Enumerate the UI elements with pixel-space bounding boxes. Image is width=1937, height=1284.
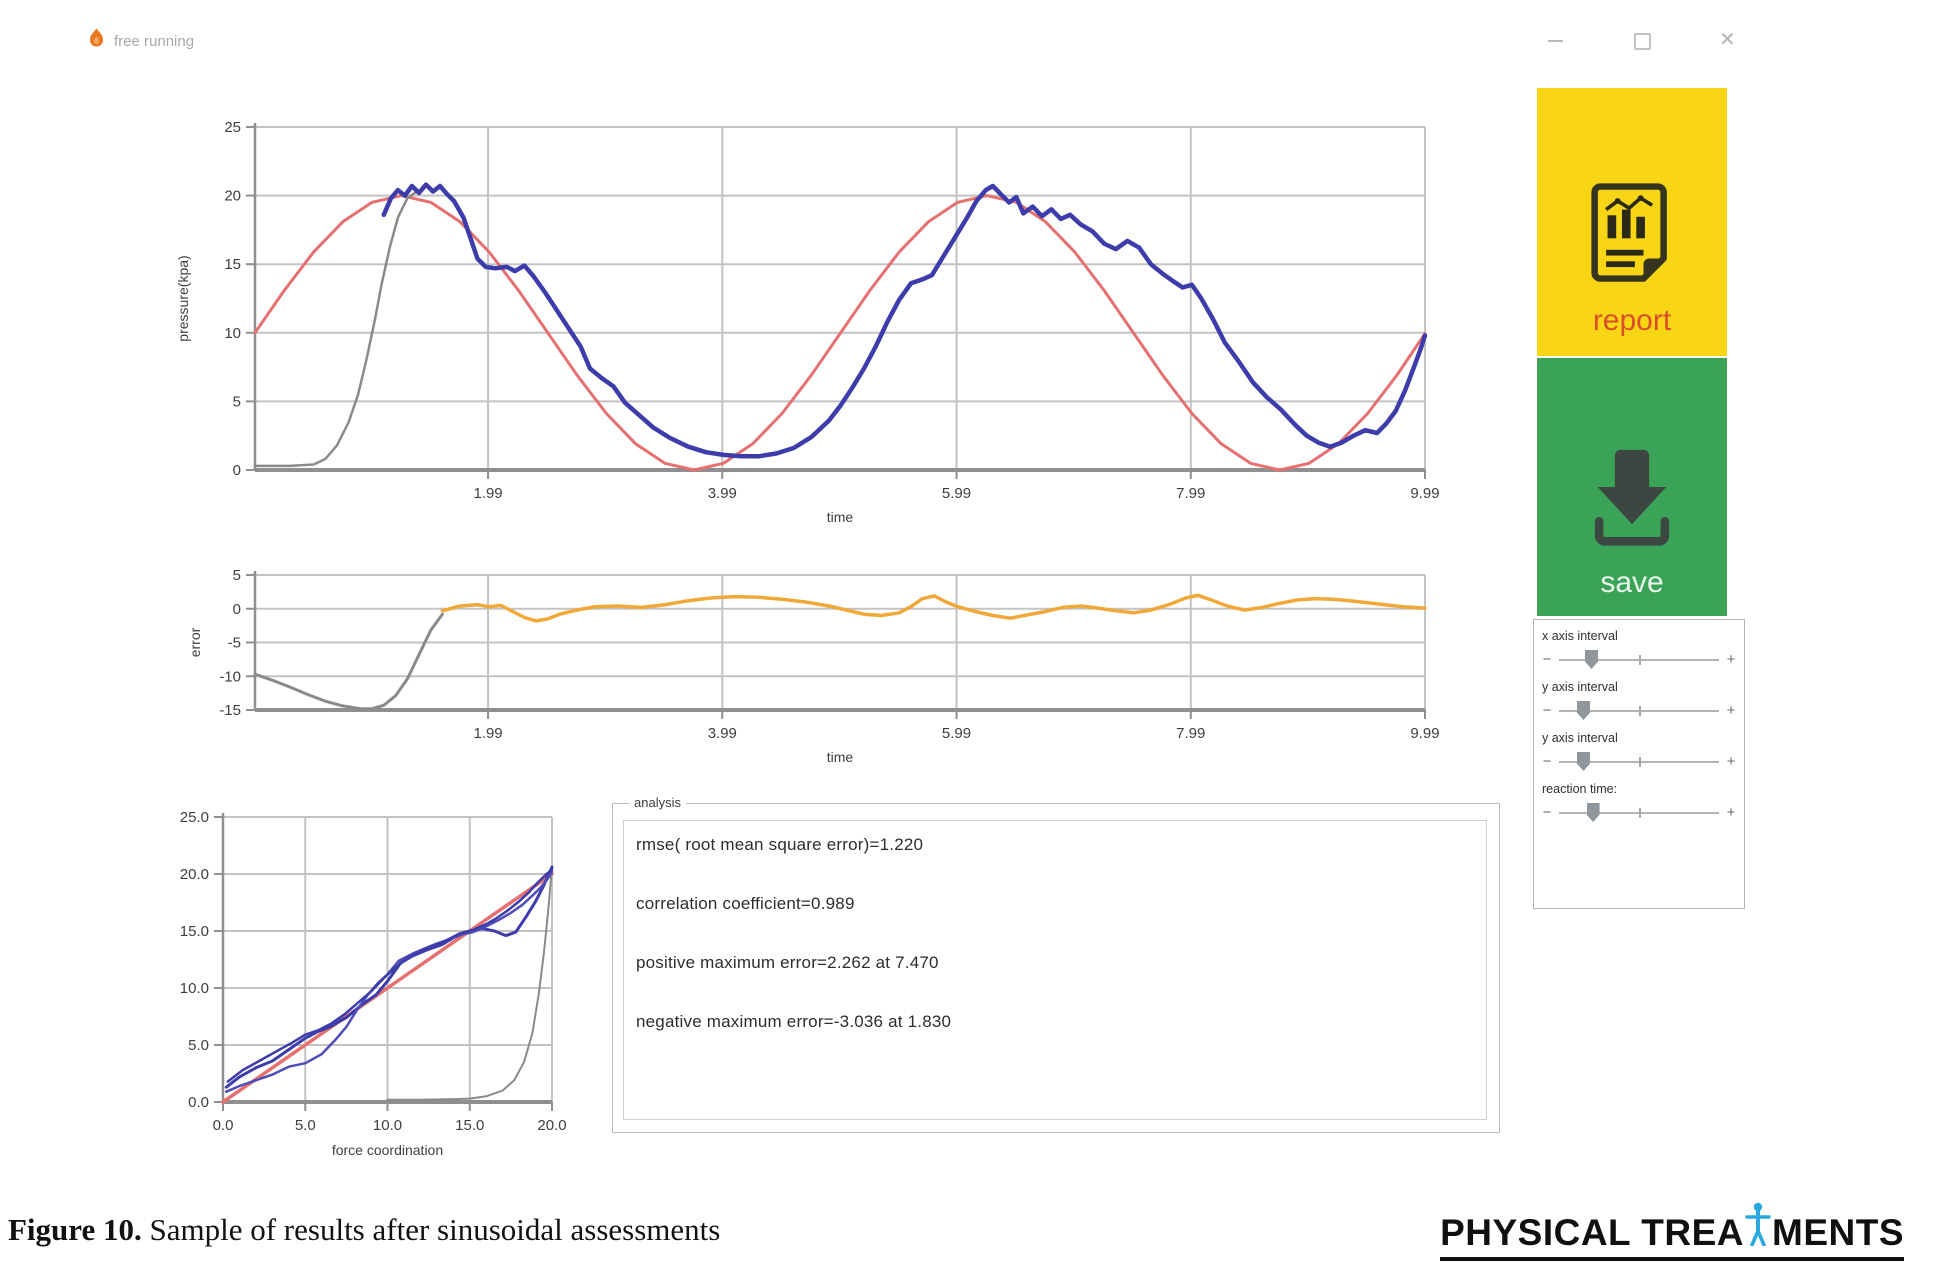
svg-text:10: 10 xyxy=(224,325,241,342)
maximize-button[interactable] xyxy=(1634,33,1651,50)
svg-text:10.0: 10.0 xyxy=(373,1117,402,1134)
x-axis-interval-label: x axis interval xyxy=(1542,629,1618,643)
svg-text:10.0: 10.0 xyxy=(180,980,209,997)
svg-text:-10: -10 xyxy=(219,668,241,685)
svg-text:time: time xyxy=(827,509,854,525)
minimize-icon xyxy=(1548,40,1563,42)
report-document-chart-icon xyxy=(1586,179,1678,294)
close-button[interactable]: ✕ xyxy=(1719,30,1736,50)
svg-text:15.0: 15.0 xyxy=(180,923,209,940)
close-icon: ✕ xyxy=(1719,29,1736,51)
slider-increase-icon[interactable]: + xyxy=(1726,702,1736,719)
window-title: free running xyxy=(114,32,195,50)
slider-center-tick xyxy=(1639,757,1641,767)
analysis-text-area: rmse( root mean square error)=1.220 corr… xyxy=(623,820,1487,1120)
y-axis-interval-slider[interactable]: − + xyxy=(1540,700,1738,722)
analysis-line-positive-max-error: positive maximum error=2.262 at 7.470 xyxy=(636,953,939,972)
force-coordination-chart: 0.0 5.0 10.0 15.0 20.0 25.0 0.0 5.0 10.0 15.0 20.0… xyxy=(180,809,567,1158)
titlebar[interactable]: free running xyxy=(88,28,194,54)
reaction-time-label: reaction time: xyxy=(1542,782,1618,796)
svg-text:20.0: 20.0 xyxy=(180,866,209,883)
slider-decrease-icon[interactable]: − xyxy=(1542,804,1552,821)
slider-thumb[interactable] xyxy=(1577,701,1590,720)
axis-settings-panel: x axis interval − + y axis interval − + … xyxy=(1533,619,1745,909)
svg-text:5.0: 5.0 xyxy=(295,1117,316,1134)
slider-center-tick xyxy=(1639,808,1641,818)
svg-text:9.99: 9.99 xyxy=(1410,725,1439,742)
svg-text:3.99: 3.99 xyxy=(708,485,737,502)
svg-text:7.99: 7.99 xyxy=(1176,485,1205,502)
svg-text:-5: -5 xyxy=(228,635,241,652)
figure-caption: Figure 10. Sample of results after sinus… xyxy=(8,1212,720,1248)
slider-center-tick xyxy=(1639,706,1641,716)
slider-track[interactable] xyxy=(1559,650,1719,669)
slider-thumb[interactable] xyxy=(1585,650,1598,669)
svg-text:25: 25 xyxy=(224,119,241,136)
journal-logo: PHYSICAL TREA MENTS xyxy=(1440,1202,1904,1261)
svg-text:5.99: 5.99 xyxy=(942,725,971,742)
svg-text:7.99: 7.99 xyxy=(1176,725,1205,742)
app-flame-icon xyxy=(88,28,105,54)
svg-text:1.99: 1.99 xyxy=(473,725,502,742)
save-button[interactable]: save xyxy=(1537,358,1727,616)
y-axis-interval-2-slider[interactable]: − + xyxy=(1540,751,1738,773)
figure-caption-text: Sample of results after sinusoidal asses… xyxy=(141,1212,721,1247)
svg-text:force coordination: force coordination xyxy=(332,1142,443,1158)
svg-text:20: 20 xyxy=(224,188,241,205)
minimize-button[interactable] xyxy=(1548,40,1563,42)
human-figure-icon xyxy=(1745,1202,1771,1251)
analysis-groupbox: analysis rmse( root mean square error)=1… xyxy=(612,795,1500,1133)
slider-decrease-icon[interactable]: − xyxy=(1542,651,1552,668)
figure-number: Figure 10. xyxy=(8,1212,142,1247)
logo-text-right: MENTS xyxy=(1772,1212,1904,1253)
svg-text:error: error xyxy=(187,627,203,657)
slider-increase-icon[interactable]: + xyxy=(1726,753,1736,770)
slider-increase-icon[interactable]: + xyxy=(1726,804,1736,821)
slider-increase-icon[interactable]: + xyxy=(1726,651,1736,668)
slider-center-tick xyxy=(1639,655,1641,665)
svg-text:15: 15 xyxy=(224,256,241,273)
svg-text:5: 5 xyxy=(233,393,241,410)
reaction-time-slider[interactable]: − + xyxy=(1540,802,1738,824)
svg-text:9.99: 9.99 xyxy=(1410,485,1439,502)
slider-decrease-icon[interactable]: − xyxy=(1542,753,1552,770)
pressure-time-chart: 0 5 10 15 20 25 1.99 3.99 5.99 7.99 9.99 time pressu… xyxy=(175,119,1440,525)
logo-text-left: PHYSICAL TREA xyxy=(1440,1212,1744,1253)
slider-decrease-icon[interactable]: − xyxy=(1542,702,1552,719)
save-button-label: save xyxy=(1600,566,1664,599)
svg-text:5.99: 5.99 xyxy=(942,485,971,502)
svg-text:0.0: 0.0 xyxy=(213,1117,234,1134)
analysis-line-correlation: correlation coefficient=0.989 xyxy=(636,894,855,913)
slider-track[interactable] xyxy=(1559,803,1719,822)
svg-text:5: 5 xyxy=(233,567,241,584)
svg-text:15.0: 15.0 xyxy=(455,1117,484,1134)
svg-text:1.99: 1.99 xyxy=(473,485,502,502)
y-axis-interval-label: y axis interval xyxy=(1542,680,1618,694)
svg-text:5.0: 5.0 xyxy=(188,1037,209,1054)
svg-text:0: 0 xyxy=(233,462,241,479)
slider-thumb[interactable] xyxy=(1577,752,1590,771)
slider-thumb[interactable] xyxy=(1586,803,1600,822)
svg-text:time: time xyxy=(827,749,854,765)
x-axis-interval-slider[interactable]: − + xyxy=(1540,649,1738,671)
y-axis-interval-2-label: y axis interval xyxy=(1542,731,1618,745)
report-button-label: report xyxy=(1592,304,1672,337)
analysis-line-negative-max-error: negative maximum error=-3.036 at 1.830 xyxy=(636,1012,952,1031)
error-time-chart: 5 0 -5 -10 -15 1.99 3.99 5.99 7.99 9.99 time error xyxy=(187,567,1440,765)
report-button[interactable]: report xyxy=(1537,88,1727,356)
maximize-icon xyxy=(1634,33,1651,50)
svg-text:-15: -15 xyxy=(219,702,241,719)
svg-text:0.0: 0.0 xyxy=(188,1094,209,1111)
slider-track[interactable] xyxy=(1559,701,1719,720)
download-arrow-icon xyxy=(1582,441,1682,558)
svg-text:3.99: 3.99 xyxy=(708,725,737,742)
analysis-group-label: analysis xyxy=(629,795,686,810)
analysis-line-rmse: rmse( root mean square error)=1.220 xyxy=(636,835,924,854)
svg-text:pressure(kpa): pressure(kpa) xyxy=(175,255,191,341)
slider-track[interactable] xyxy=(1559,752,1719,771)
svg-text:20.0: 20.0 xyxy=(537,1117,566,1134)
svg-text:0: 0 xyxy=(233,601,241,618)
svg-text:25.0: 25.0 xyxy=(180,809,209,826)
